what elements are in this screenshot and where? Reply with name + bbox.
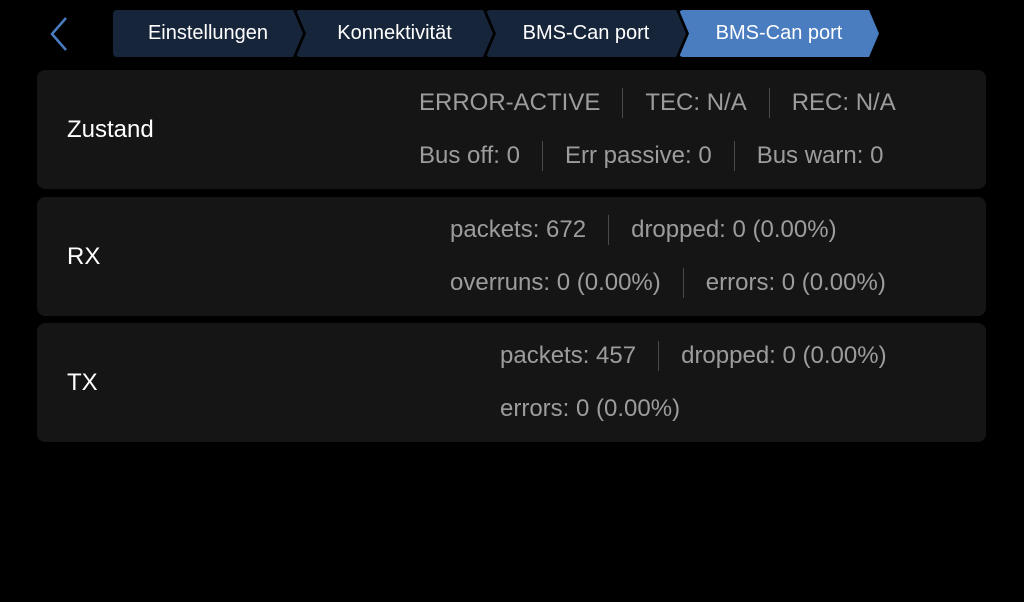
rx-packets: packets: 672: [450, 215, 587, 243]
divider: [541, 141, 543, 172]
breadcrumb: Einstellungen Konnektivität BMS-Can port…: [113, 10, 872, 57]
rx-panel: RX packets: 672 dropped: 0 (0.00%) overr…: [37, 197, 986, 316]
tx-title: TX: [67, 368, 98, 396]
divider: [608, 214, 610, 245]
breadcrumb-bms-can-port[interactable]: BMS-Can port: [486, 10, 686, 57]
bus-warn-value: Bus warn: 0: [756, 142, 884, 170]
back-button[interactable]: [44, 14, 74, 54]
state-row-1: ERROR-ACTIVE TEC: N/A REC: N/A: [419, 83, 896, 123]
chevron-left-icon: [50, 17, 67, 51]
rx-title: RX: [67, 242, 101, 270]
breadcrumb-current[interactable]: BMS-Can port: [679, 10, 879, 57]
divider: [682, 268, 684, 299]
state-title: Zustand: [67, 115, 154, 143]
rx-errors: errors: 0 (0.00%): [705, 269, 886, 297]
tx-dropped: dropped: 0 (0.00%): [681, 341, 887, 369]
rx-row-1: packets: 672 dropped: 0 (0.00%): [450, 210, 886, 250]
divider: [658, 340, 660, 371]
tx-row-1: packets: 457 dropped: 0 (0.00%): [500, 336, 887, 376]
tec-value: TEC: N/A: [645, 88, 747, 116]
rx-row-2: overruns: 0 (0.00%) errors: 0 (0.00%): [450, 263, 886, 303]
state-row-2: Bus off: 0 Err passive: 0 Bus warn: 0: [419, 136, 896, 176]
breadcrumb-einstellungen[interactable]: Einstellungen: [113, 10, 303, 57]
bus-state: ERROR-ACTIVE: [419, 88, 601, 116]
rec-value: REC: N/A: [791, 88, 896, 116]
breadcrumb-konnektivitaet[interactable]: Konnektivität: [296, 10, 493, 57]
rx-dropped: dropped: 0 (0.00%): [631, 215, 837, 243]
state-panel: Zustand ERROR-ACTIVE TEC: N/A REC: N/A B…: [37, 70, 986, 189]
divider: [622, 87, 624, 118]
tx-panel: TX packets: 457 dropped: 0 (0.00%) error…: [37, 323, 986, 442]
tx-row-2: errors: 0 (0.00%): [500, 389, 887, 429]
bus-off-value: Bus off: 0: [419, 142, 520, 170]
divider: [768, 87, 770, 118]
err-passive-value: Err passive: 0: [564, 142, 712, 170]
tx-packets: packets: 457: [500, 341, 637, 369]
divider: [733, 141, 735, 172]
tx-errors: errors: 0 (0.00%): [500, 395, 681, 423]
rx-overruns: overruns: 0 (0.00%): [450, 269, 661, 297]
